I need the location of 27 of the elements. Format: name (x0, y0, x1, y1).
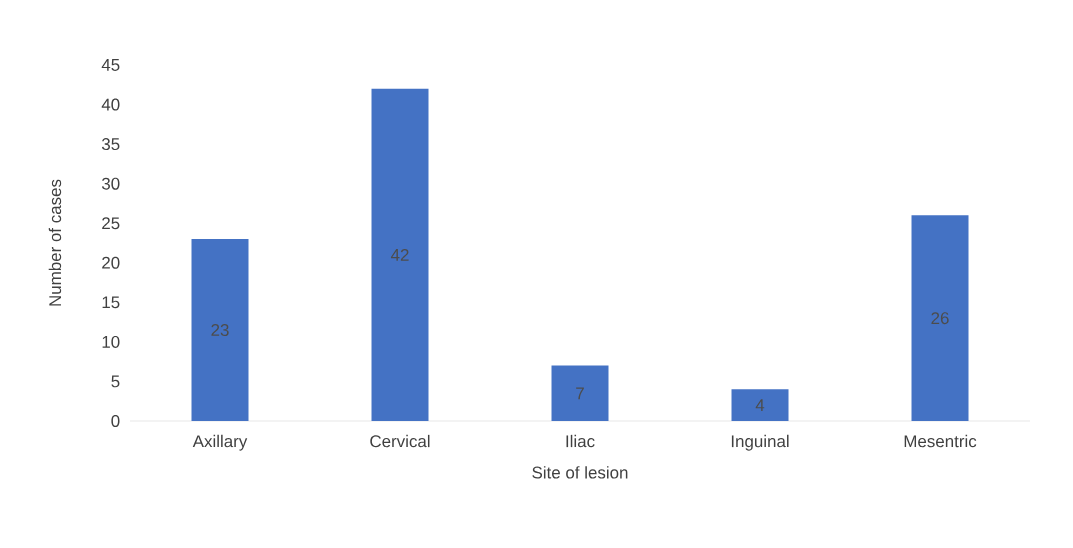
y-tick-label: 35 (101, 138, 120, 151)
bar (371, 88, 429, 421)
bar (191, 239, 249, 421)
x-tick-label: Axillary (192, 434, 248, 451)
x-tick-label: Mesentric (904, 434, 977, 448)
bar (551, 365, 609, 421)
y-tick-label: 5 (111, 375, 120, 388)
data-label: 7 (576, 387, 584, 400)
x-axis-title: Site of lesion (532, 466, 628, 479)
y-tick-label: 45 (101, 59, 120, 71)
bar (911, 215, 969, 421)
x-tick-label: Iliac (566, 434, 595, 448)
y-tick-label: 40 (101, 98, 120, 111)
data-label: 26 (931, 312, 949, 325)
data-label: 42 (390, 248, 409, 261)
x-tick-label: Inguinal (731, 434, 789, 451)
y-tick-label: 20 (102, 256, 120, 269)
data-label: 23 (211, 324, 229, 337)
y-tick-label: 15 (102, 296, 120, 309)
y-tick-label: 0 (111, 415, 120, 427)
data-label: 4 (755, 399, 765, 411)
y-axis-title: Number of cases (48, 179, 62, 306)
y-tick-label: 10 (102, 335, 120, 348)
y-tick-label: 30 (101, 177, 120, 190)
x-tick-label: Cervical (370, 434, 430, 448)
y-tick-label: 25 (102, 217, 120, 230)
bar (731, 389, 789, 421)
